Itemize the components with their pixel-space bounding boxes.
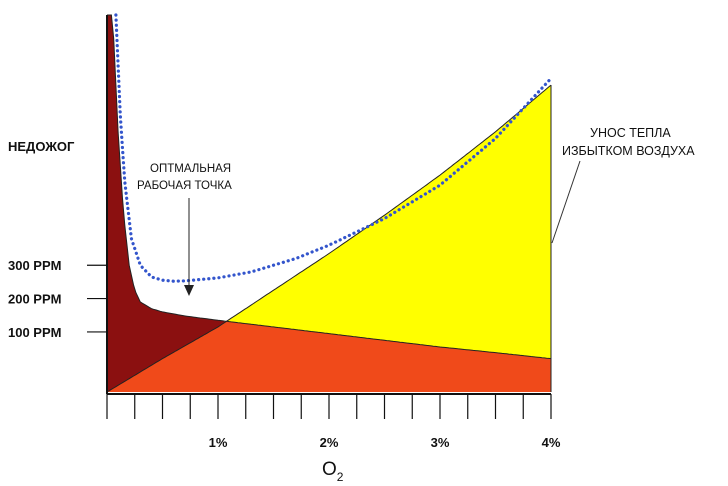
x-tick-label-1: 1% [209,435,228,450]
x-tick-label-4: 4% [542,435,561,450]
optimum-annotation-line1: ОПТМАЛЬНАЯ [150,163,231,175]
left-label: НЕДОЖОГ [8,139,75,154]
optimum-annotation-line2: РАБОЧАЯ ТОЧКА [137,180,232,192]
y-tick-label-2: 200 PPM [8,292,61,307]
heat-loss-curve [106,84,552,393]
heat-loss-pointer [551,160,581,244]
incomplete-combustion-curve [107,14,552,360]
orange-area [107,321,551,392]
x-tick-label-2: 2% [320,435,339,450]
x-axis-label: O2 [322,459,344,484]
x-axis-label-sub: 2 [337,470,344,484]
red-area [107,15,225,392]
heat-loss-annotation-line1: УНОС ТЕПЛА [590,126,671,140]
yellow-area [226,85,551,359]
optimum-arrow-head [184,285,194,296]
chart-lines [106,13,553,393]
heat-loss-annotation-line2: ИЗБЫТКОМ ВОЗДУХА [562,144,695,158]
y-tick-label-3: 300 PPM [8,258,61,273]
chart-areas [107,15,551,392]
total-loss-dotted-curve [114,13,553,283]
x-tick-label-3: 3% [431,435,450,450]
x-axis-label-main: O [322,459,337,480]
chart-axes: 1% 2% 3% 4% 100 PPM 200 PPM 300 PPM [8,15,581,450]
y-tick-label-1: 100 PPM [8,325,61,340]
